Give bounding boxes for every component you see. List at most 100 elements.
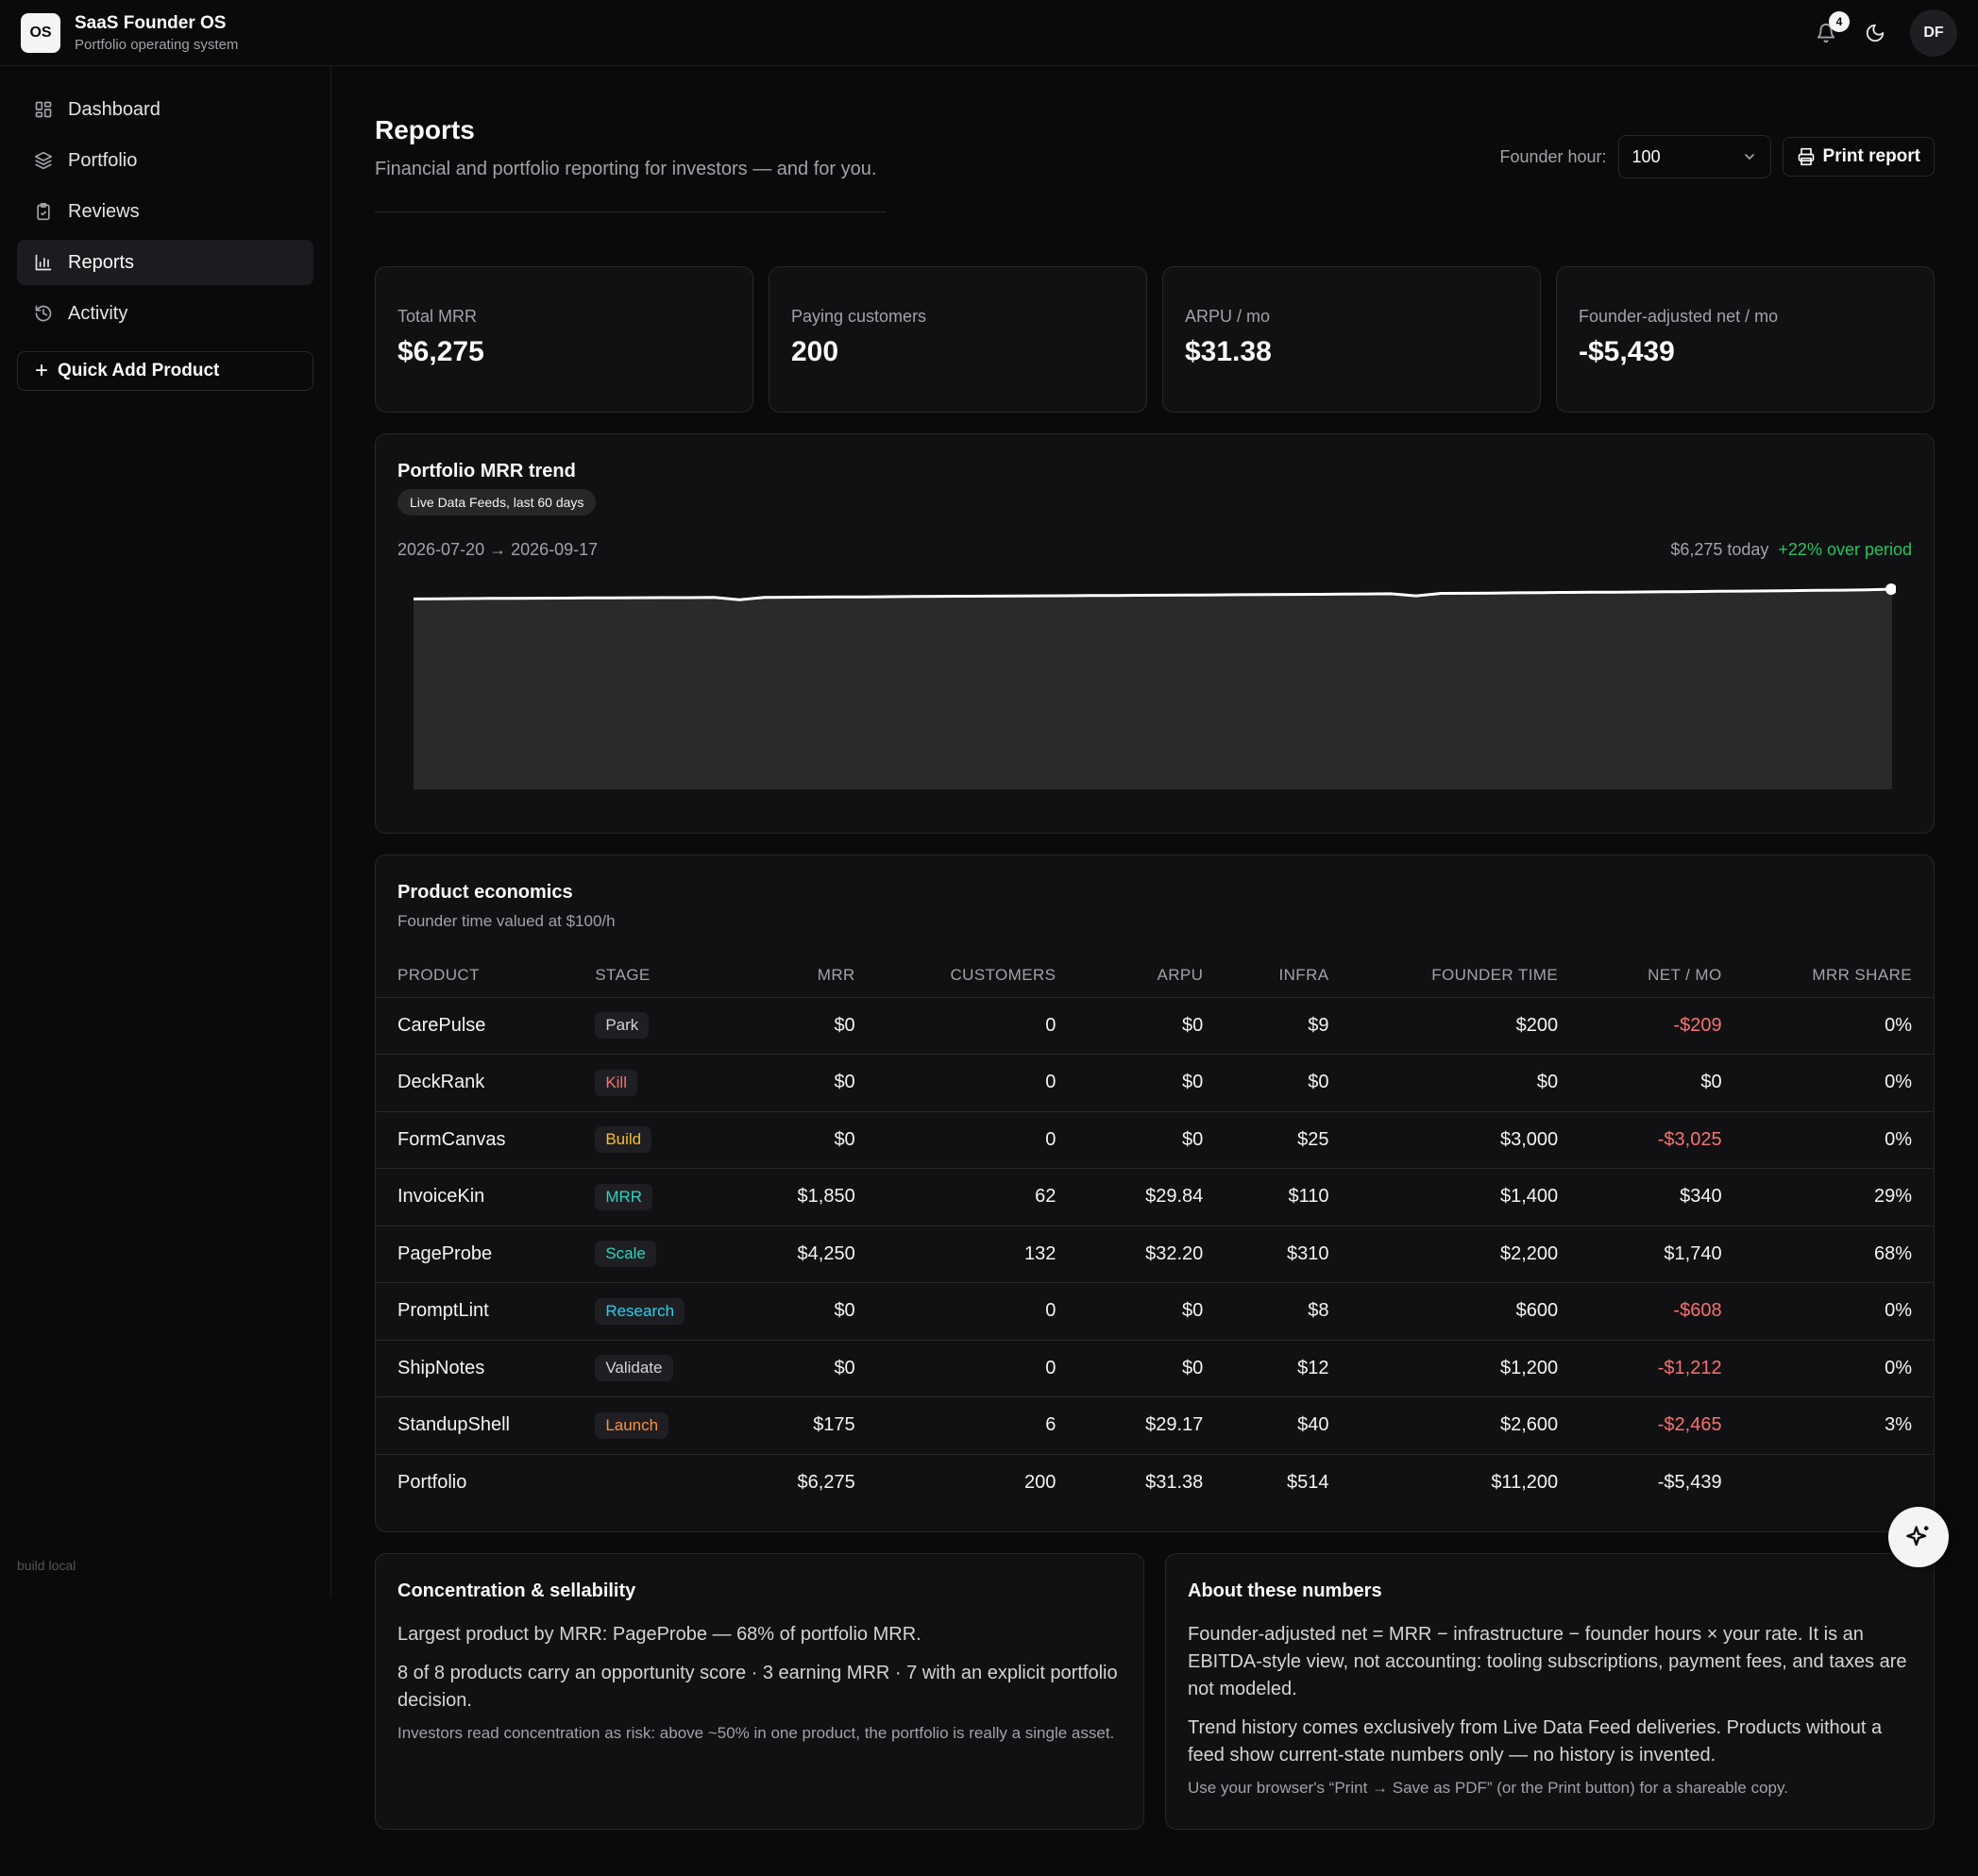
sidebar-item-label: Activity xyxy=(68,302,128,324)
quick-add-product-button[interactable]: + Quick Add Product xyxy=(17,351,313,391)
economics-title: Product economics xyxy=(397,882,573,903)
product-name[interactable]: StandupShell xyxy=(376,1396,596,1454)
total-infra: $514 xyxy=(1225,1453,1351,1512)
arpu-cell: $29.17 xyxy=(1077,1396,1226,1454)
trend-area xyxy=(414,589,1892,789)
stage-cell: Park xyxy=(595,996,713,1055)
concentration-card: Concentration & sellability Largest prod… xyxy=(375,1553,1144,1830)
kpi-paying-customers: Paying customers 200 xyxy=(769,266,1147,413)
mrr-share-cell: 0% xyxy=(1743,996,1934,1055)
stage-badge: Park xyxy=(595,1012,650,1039)
founder-hour-select[interactable]: 100 xyxy=(1617,135,1771,178)
trend-date-range: 2026-07-20 → 2026-09-17 xyxy=(397,540,599,559)
customers-cell: 6 xyxy=(876,1396,1078,1454)
founder-time-cell: $2,600 xyxy=(1350,1396,1581,1454)
col-mrr-share[interactable]: MRR share xyxy=(1812,965,1912,984)
economics-subtitle: Founder time valued at $100/h xyxy=(397,912,616,930)
product-name[interactable]: InvoiceKin xyxy=(376,1168,596,1225)
quick-add-label: Quick Add Product xyxy=(58,361,220,380)
arpu-cell: $0 xyxy=(1077,1339,1226,1397)
net-cell: -$608 xyxy=(1580,1282,1744,1340)
about-text: Trend history comes exclusively from Liv… xyxy=(1188,1717,1883,1766)
col-product[interactable]: Product xyxy=(397,965,480,984)
sidebar-item-portfolio[interactable]: Portfolio xyxy=(17,138,313,183)
mrr-cell: $0 xyxy=(712,1054,877,1111)
sidebar: Dashboard Portfolio Reviews Reports Acti… xyxy=(0,66,331,1597)
trend-today-value: $6,275 today xyxy=(1670,540,1769,559)
founder-time-cell: $1,400 xyxy=(1350,1168,1581,1225)
customers-cell: 0 xyxy=(876,996,1078,1055)
assistant-button[interactable] xyxy=(1888,1507,1949,1567)
col-net[interactable]: Net / mo xyxy=(1648,965,1722,984)
brand: SaaS Founder OS Portfolio operating syst… xyxy=(75,13,238,53)
sidebar-item-label: Dashboard xyxy=(68,98,161,120)
net-cell: -$1,212 xyxy=(1580,1339,1744,1397)
col-stage[interactable]: Stage xyxy=(595,965,651,984)
sidebar-item-label: Portfolio xyxy=(68,149,138,171)
kpi-value: $6,275 xyxy=(397,336,484,367)
sidebar-item-dashboard[interactable]: Dashboard xyxy=(17,87,313,132)
sidebar-item-reviews[interactable]: Reviews xyxy=(17,189,313,234)
table-row[interactable]: DeckRank Kill $0 0 $0 $0 $0 $0 0% xyxy=(376,1054,1934,1111)
sidebar-item-reports[interactable]: Reports xyxy=(17,240,313,285)
theme-toggle-button[interactable] xyxy=(1861,19,1889,47)
table-row[interactable]: InvoiceKin MRR $1,850 62 $29.84 $110 $1,400 $34… xyxy=(376,1168,1934,1225)
infra-cell: $9 xyxy=(1225,996,1351,1055)
mrr-cell: $0 xyxy=(712,1110,877,1169)
product-name[interactable]: ShipNotes xyxy=(376,1339,596,1397)
top-bar: OS SaaS Founder OS Portfolio operating s… xyxy=(0,0,1978,66)
product-name[interactable]: DeckRank xyxy=(376,1054,596,1111)
header-divider xyxy=(375,211,887,212)
chevron-down-icon xyxy=(1744,154,1754,161)
concentration-title: Concentration & sellability xyxy=(397,1580,636,1601)
kpi-value: 200 xyxy=(791,336,839,367)
founder-time-cell: $600 xyxy=(1350,1282,1581,1340)
product-name[interactable]: CarePulse xyxy=(376,996,596,1055)
user-avatar[interactable]: DF xyxy=(1910,9,1957,57)
product-name[interactable]: FormCanvas xyxy=(376,1110,596,1169)
arpu-cell: $0 xyxy=(1077,996,1226,1055)
table-row[interactable]: FormCanvas Build $0 0 $0 $25 $3,000 -$3,025 0% xyxy=(376,1110,1934,1169)
customers-cell: 62 xyxy=(876,1168,1078,1225)
stage-cell: MRR xyxy=(595,1168,713,1225)
kpi-total-mrr: Total MRR $6,275 xyxy=(375,266,753,413)
infra-cell: $40 xyxy=(1225,1396,1351,1454)
table-row[interactable]: PageProbe Scale $4,250 132 $32.20 $310 $2,200 $… xyxy=(376,1225,1934,1283)
founder-time-cell: $3,000 xyxy=(1350,1110,1581,1169)
stage-badge: Build xyxy=(595,1126,652,1154)
about-title: About these numbers xyxy=(1188,1580,1382,1601)
bar-chart-icon xyxy=(35,254,52,271)
table-row[interactable]: PromptLint Research $0 0 $0 $8 $600 -$608 0% xyxy=(376,1282,1934,1340)
mrr-share-cell: 0% xyxy=(1743,1282,1934,1340)
total-label: Portfolio xyxy=(376,1453,596,1512)
about-note: Use your browser's “Print → Save as PDF”… xyxy=(1188,1779,1788,1797)
bell-icon xyxy=(1817,24,1835,43)
kpi-row: Total MRR $6,275 Paying customers 200 AR… xyxy=(375,266,1935,413)
net-cell: $340 xyxy=(1580,1168,1744,1225)
table-row[interactable]: ShipNotes Validate $0 0 $0 $12 $1,200 -$1,212 0% xyxy=(376,1339,1934,1397)
table-row[interactable]: StandupShell Launch $175 6 $29.17 $40 $2,600 -$… xyxy=(376,1396,1934,1454)
stage-cell: Kill xyxy=(595,1054,713,1111)
col-infra[interactable]: Infra xyxy=(1278,965,1329,984)
col-customers[interactable]: Customers xyxy=(950,965,1057,984)
col-founder-time[interactable]: Founder time xyxy=(1431,965,1559,984)
product-name[interactable]: PromptLint xyxy=(376,1282,596,1340)
col-mrr[interactable]: MRR xyxy=(817,965,855,984)
col-arpu[interactable]: ARPU xyxy=(1157,965,1204,984)
print-report-button[interactable]: Print report xyxy=(1782,137,1935,177)
print-report-label: Print report xyxy=(1822,146,1920,166)
about-text: Founder-adjusted net = MRR − infrastruct… xyxy=(1188,1624,1907,1699)
net-cell: $1,740 xyxy=(1580,1225,1744,1283)
report-controls: Founder hour: 100 Print report xyxy=(1499,135,1935,178)
table-row[interactable]: CarePulse Park $0 0 $0 $9 $200 -$209 0% xyxy=(376,996,1934,1055)
notifications-button[interactable]: 4 xyxy=(1812,11,1850,47)
product-name[interactable]: PageProbe xyxy=(376,1225,596,1283)
kpi-arpu: ARPU / mo $31.38 xyxy=(1162,266,1541,413)
stage-badge: MRR xyxy=(595,1183,653,1210)
kpi-label: ARPU / mo xyxy=(1185,307,1271,326)
page-title: Reports xyxy=(375,115,475,144)
sidebar-item-activity[interactable]: Activity xyxy=(17,291,313,336)
notification-count-badge: 4 xyxy=(1829,11,1850,32)
app-logo[interactable]: OS xyxy=(21,12,60,53)
net-cell: -$2,465 xyxy=(1580,1396,1744,1454)
